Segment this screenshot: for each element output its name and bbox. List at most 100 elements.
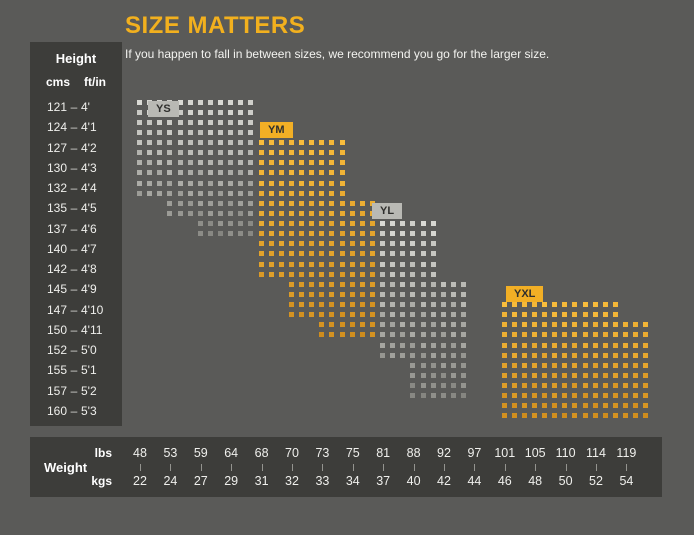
height-ftin-value: 4'8	[81, 262, 97, 276]
size-dot-ym	[309, 231, 315, 237]
weight-kgs-value: 29	[224, 474, 239, 488]
height-cms-value: 132	[46, 181, 67, 195]
size-dot-ym	[268, 140, 274, 145]
size-dot-yxl	[602, 352, 608, 358]
size-dot-yxl	[552, 413, 558, 419]
size-dot-ym	[339, 332, 345, 338]
weight-tick-mark	[504, 464, 506, 471]
size-dot-ys	[167, 200, 173, 206]
size-dot-yxl	[592, 302, 598, 307]
size-dot-yxl	[531, 403, 537, 409]
size-dot-yxl	[602, 413, 608, 419]
height-row: 152–5'0	[30, 343, 122, 357]
size-dot-yxl	[643, 332, 649, 338]
size-dot-yl	[450, 302, 456, 307]
size-dot-ys	[218, 190, 223, 196]
size-dot-ys	[207, 190, 213, 196]
size-dot-ys	[218, 180, 223, 186]
height-separator: –	[70, 181, 78, 195]
size-dot-yxl	[562, 302, 568, 307]
size-dot-yl	[400, 281, 406, 287]
weight-lbs-value: 101	[494, 446, 516, 460]
size-dot-yl	[400, 332, 406, 338]
size-dot-yxl	[572, 362, 578, 368]
size-dot-ym	[288, 261, 294, 267]
size-dot-yxl	[521, 322, 527, 328]
size-dot-ym	[339, 271, 345, 277]
weight-column: 73 33	[306, 437, 338, 497]
weight-column: 81 37	[367, 437, 399, 497]
size-dot-yxl	[643, 372, 649, 378]
size-dot-ys	[137, 160, 142, 166]
size-dot-yl	[410, 393, 416, 399]
size-dot-yxl	[511, 342, 517, 348]
size-dot-ym	[309, 261, 315, 267]
size-dot-yl	[420, 251, 426, 257]
size-dot-yxl	[582, 413, 588, 419]
size-dot-yl	[410, 281, 416, 287]
size-dot-yl	[461, 393, 466, 399]
size-dot-ym	[319, 140, 325, 145]
size-dot-yxl	[633, 393, 639, 399]
size-dot-yxl	[623, 352, 628, 358]
size-dot-ys	[207, 200, 213, 206]
size-dot-ym	[339, 180, 345, 186]
size-dot-yxl	[602, 372, 608, 378]
size-dot-yl	[420, 322, 426, 328]
size-dot-ym	[268, 251, 274, 257]
size-dot-yl	[390, 231, 396, 237]
size-dot-ym	[278, 150, 284, 156]
size-dot-ym	[319, 302, 325, 307]
size-dot-yl	[420, 342, 426, 348]
size-dot-ym	[278, 251, 284, 257]
size-dot-ym	[359, 291, 365, 297]
size-dot-ym	[319, 312, 325, 318]
size-dot-ym	[359, 322, 365, 328]
size-dot-ys	[137, 99, 142, 105]
height-separator: –	[70, 343, 78, 357]
size-dot-yxl	[623, 322, 628, 328]
weight-kgs-value: 48	[528, 474, 543, 488]
size-dot-ym	[339, 251, 345, 257]
height-cms-value: 142	[46, 262, 67, 276]
size-dot-yxl	[612, 302, 618, 307]
height-ftin-value: 5'1	[81, 363, 97, 378]
weight-tick-mark	[383, 464, 385, 471]
size-dot-yl	[440, 322, 446, 328]
size-dot-yl	[461, 372, 466, 378]
size-dot-yxl	[542, 372, 547, 378]
size-dot-yl	[400, 221, 406, 226]
size-dot-ys	[177, 170, 183, 176]
size-dot-yxl	[521, 362, 527, 368]
size-dot-ys	[167, 160, 173, 166]
size-dot-yxl	[531, 302, 537, 307]
size-dot-ym	[258, 190, 264, 196]
size-dot-ym	[339, 291, 345, 297]
size-dot-yl	[380, 221, 385, 226]
size-badge-ys: YS	[148, 101, 179, 117]
size-dot-ym	[329, 332, 335, 338]
height-cms-value: 135	[46, 201, 67, 216]
size-dot-yl	[420, 261, 426, 267]
size-dot-ym	[359, 200, 365, 206]
size-dot-ym	[278, 261, 284, 267]
size-dot-yl	[420, 291, 426, 297]
size-dot-yl	[420, 372, 426, 378]
size-dot-yl	[420, 221, 426, 226]
size-dot-ym	[268, 221, 274, 226]
size-dot-yxl	[511, 362, 517, 368]
size-dot-ym	[349, 291, 355, 297]
size-dot-ym	[319, 200, 325, 206]
size-dot-yl	[420, 393, 426, 399]
size-dot-ym	[329, 281, 335, 287]
size-dot-yxl	[511, 413, 517, 419]
height-cms-value: 145	[46, 282, 67, 297]
size-dot-ys	[218, 119, 223, 125]
size-dot-ym	[339, 281, 345, 287]
size-dot-yl	[430, 372, 436, 378]
size-dot-ys	[137, 190, 142, 196]
size-dot-yl	[400, 352, 406, 358]
size-dot-yxl	[582, 322, 588, 328]
size-dot-ym	[369, 281, 375, 287]
size-dot-ys	[187, 190, 193, 196]
